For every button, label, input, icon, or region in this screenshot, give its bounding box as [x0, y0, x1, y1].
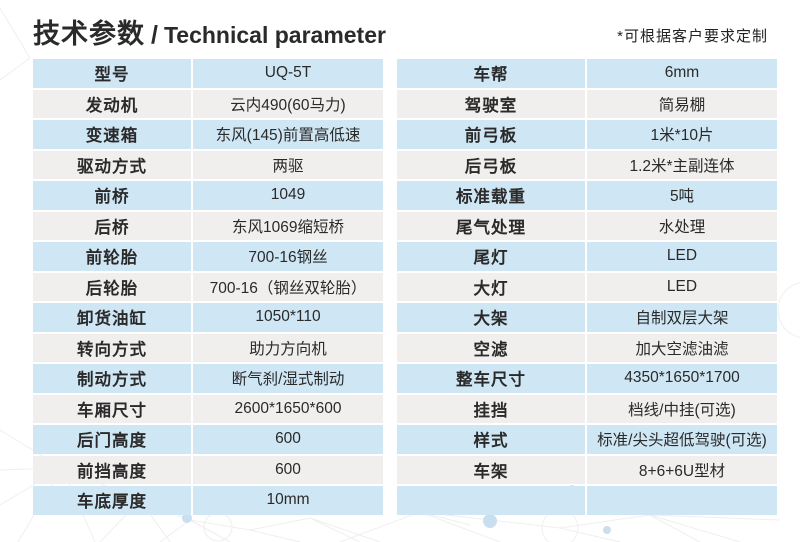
- spec-label: [397, 486, 585, 515]
- page-title-zh: 技术参数: [33, 19, 145, 49]
- spec-label: 后桥: [33, 211, 191, 240]
- spec-row: 标准载重 5吨: [397, 181, 777, 210]
- spec-value: LED: [587, 242, 777, 271]
- spec-value: 2600*1650*600: [193, 394, 383, 423]
- spec-row: 后弓板 1.2米*主副连体: [397, 150, 777, 179]
- spec-label: 后弓板: [397, 150, 585, 179]
- spec-label: 车厢尺寸: [33, 394, 191, 423]
- spec-row: 卸货油缸 1050*110: [33, 303, 383, 332]
- spec-value: 6mm: [587, 59, 777, 88]
- spec-label: 空滤: [397, 333, 585, 362]
- spec-row: 后轮胎 700-16（钢丝双轮胎）: [33, 272, 383, 301]
- spec-value: 10mm: [193, 486, 383, 515]
- spec-value: 档线/中挂(可选): [587, 394, 777, 423]
- spec-row: 前弓板 1米*10片: [397, 120, 777, 149]
- spec-row: 前挡高度 600: [33, 455, 383, 484]
- spec-label: 挂挡: [397, 394, 585, 423]
- spec-value: 1.2米*主副连体: [587, 150, 777, 179]
- spec-label: 前挡高度: [33, 455, 191, 484]
- spec-row: 车帮 6mm: [397, 59, 777, 88]
- spec-label: 车帮: [397, 59, 585, 88]
- spec-value: 水处理: [587, 211, 777, 240]
- spec-value: 8+6+6U型材: [587, 455, 777, 484]
- spec-label: 车底厚度: [33, 486, 191, 515]
- spec-value: 东风1069缩短桥: [193, 211, 383, 240]
- right-spec-table: 车帮 6mm 驾驶室 简易棚 前弓板 1米*10片 后弓板 1.2米*主副连体 标准载重 5吨 尾气…: [397, 59, 777, 517]
- spec-sheet: 技术参数 / Technical parameter *可根据客户要求定制 型号…: [33, 12, 800, 517]
- spec-value: 标准/尖头超低驾驶(可选): [587, 425, 777, 454]
- spec-row: 转向方式 助力方向机: [33, 333, 383, 362]
- spec-label: 前桥: [33, 181, 191, 210]
- spec-value: 自制双层大架: [587, 303, 777, 332]
- spec-label: 整车尺寸: [397, 364, 585, 393]
- spec-row: 尾灯 LED: [397, 242, 777, 271]
- spec-row: 驱动方式 两驱: [33, 150, 383, 179]
- spec-row: 前轮胎 700-16钢丝: [33, 242, 383, 271]
- spec-value: 700-16钢丝: [193, 242, 383, 271]
- spec-label: 卸货油缸: [33, 303, 191, 332]
- spec-value: 1米*10片: [587, 120, 777, 149]
- spec-label: 变速箱: [33, 120, 191, 149]
- spec-value: UQ-5T: [193, 59, 383, 88]
- spec-value: 东风(145)前置高低速: [193, 120, 383, 149]
- spec-row: 样式 标准/尖头超低驾驶(可选): [397, 425, 777, 454]
- spec-label: 尾气处理: [397, 211, 585, 240]
- spec-label: 发动机: [33, 89, 191, 118]
- spec-row: 挂挡 档线/中挂(可选): [397, 394, 777, 423]
- spec-label: 标准载重: [397, 181, 585, 210]
- spec-row: [397, 486, 777, 515]
- page-title-en: Technical parameter: [163, 22, 386, 48]
- spec-row: 车架 8+6+6U型材: [397, 455, 777, 484]
- page-title-separator: /: [151, 21, 158, 49]
- spec-label: 尾灯: [397, 242, 585, 271]
- spec-row: 后门高度 600: [33, 425, 383, 454]
- spec-value: 加大空滤油滤: [587, 333, 777, 362]
- spec-label: 大灯: [397, 272, 585, 301]
- spec-label: 后轮胎: [33, 272, 191, 301]
- header: 技术参数 / Technical parameter *可根据客户要求定制: [33, 12, 800, 52]
- spec-value: 5吨: [587, 181, 777, 210]
- spec-label: 驾驶室: [397, 89, 585, 118]
- spec-label: 驱动方式: [33, 150, 191, 179]
- spec-label: 前弓板: [397, 120, 585, 149]
- spec-value: 简易棚: [587, 89, 777, 118]
- spec-label: 型号: [33, 59, 191, 88]
- spec-value: 助力方向机: [193, 333, 383, 362]
- spec-value: 700-16（钢丝双轮胎）: [193, 272, 383, 301]
- spec-row: 型号 UQ-5T: [33, 59, 383, 88]
- spec-value: 断气刹/湿式制动: [193, 364, 383, 393]
- spec-label: 车架: [397, 455, 585, 484]
- spec-row: 大架 自制双层大架: [397, 303, 777, 332]
- spec-value: 两驱: [193, 150, 383, 179]
- spec-tables: 型号 UQ-5T 发动机 云内490(60马力) 变速箱 东风(145)前置高低速 驱动方式…: [33, 59, 800, 517]
- customization-note: *可根据客户要求定制: [617, 28, 768, 45]
- spec-value: 600: [193, 455, 383, 484]
- spec-row: 车厢尺寸 2600*1650*600: [33, 394, 383, 423]
- spec-label: 转向方式: [33, 333, 191, 362]
- spec-row: 车底厚度 10mm: [33, 486, 383, 515]
- spec-value: 云内490(60马力): [193, 89, 383, 118]
- spec-row: 驾驶室 简易棚: [397, 89, 777, 118]
- spec-row: 尾气处理 水处理: [397, 211, 777, 240]
- spec-label: 前轮胎: [33, 242, 191, 271]
- spec-value: 4350*1650*1700: [587, 364, 777, 393]
- spec-value: 1049: [193, 181, 383, 210]
- spec-row: 发动机 云内490(60马力): [33, 89, 383, 118]
- spec-row: 前桥 1049: [33, 181, 383, 210]
- spec-label: 大架: [397, 303, 585, 332]
- spec-value: [587, 486, 777, 515]
- spec-value: LED: [587, 272, 777, 301]
- spec-value: 600: [193, 425, 383, 454]
- spec-row: 空滤 加大空滤油滤: [397, 333, 777, 362]
- spec-label: 样式: [397, 425, 585, 454]
- spec-row: 后桥 东风1069缩短桥: [33, 211, 383, 240]
- spec-label: 制动方式: [33, 364, 191, 393]
- spec-row: 制动方式 断气刹/湿式制动: [33, 364, 383, 393]
- spec-value: 1050*110: [193, 303, 383, 332]
- left-spec-table: 型号 UQ-5T 发动机 云内490(60马力) 变速箱 东风(145)前置高低速 驱动方式…: [33, 59, 383, 517]
- spec-label: 后门高度: [33, 425, 191, 454]
- spec-row: 大灯 LED: [397, 272, 777, 301]
- spec-row: 整车尺寸 4350*1650*1700: [397, 364, 777, 393]
- spec-row: 变速箱 东风(145)前置高低速: [33, 120, 383, 149]
